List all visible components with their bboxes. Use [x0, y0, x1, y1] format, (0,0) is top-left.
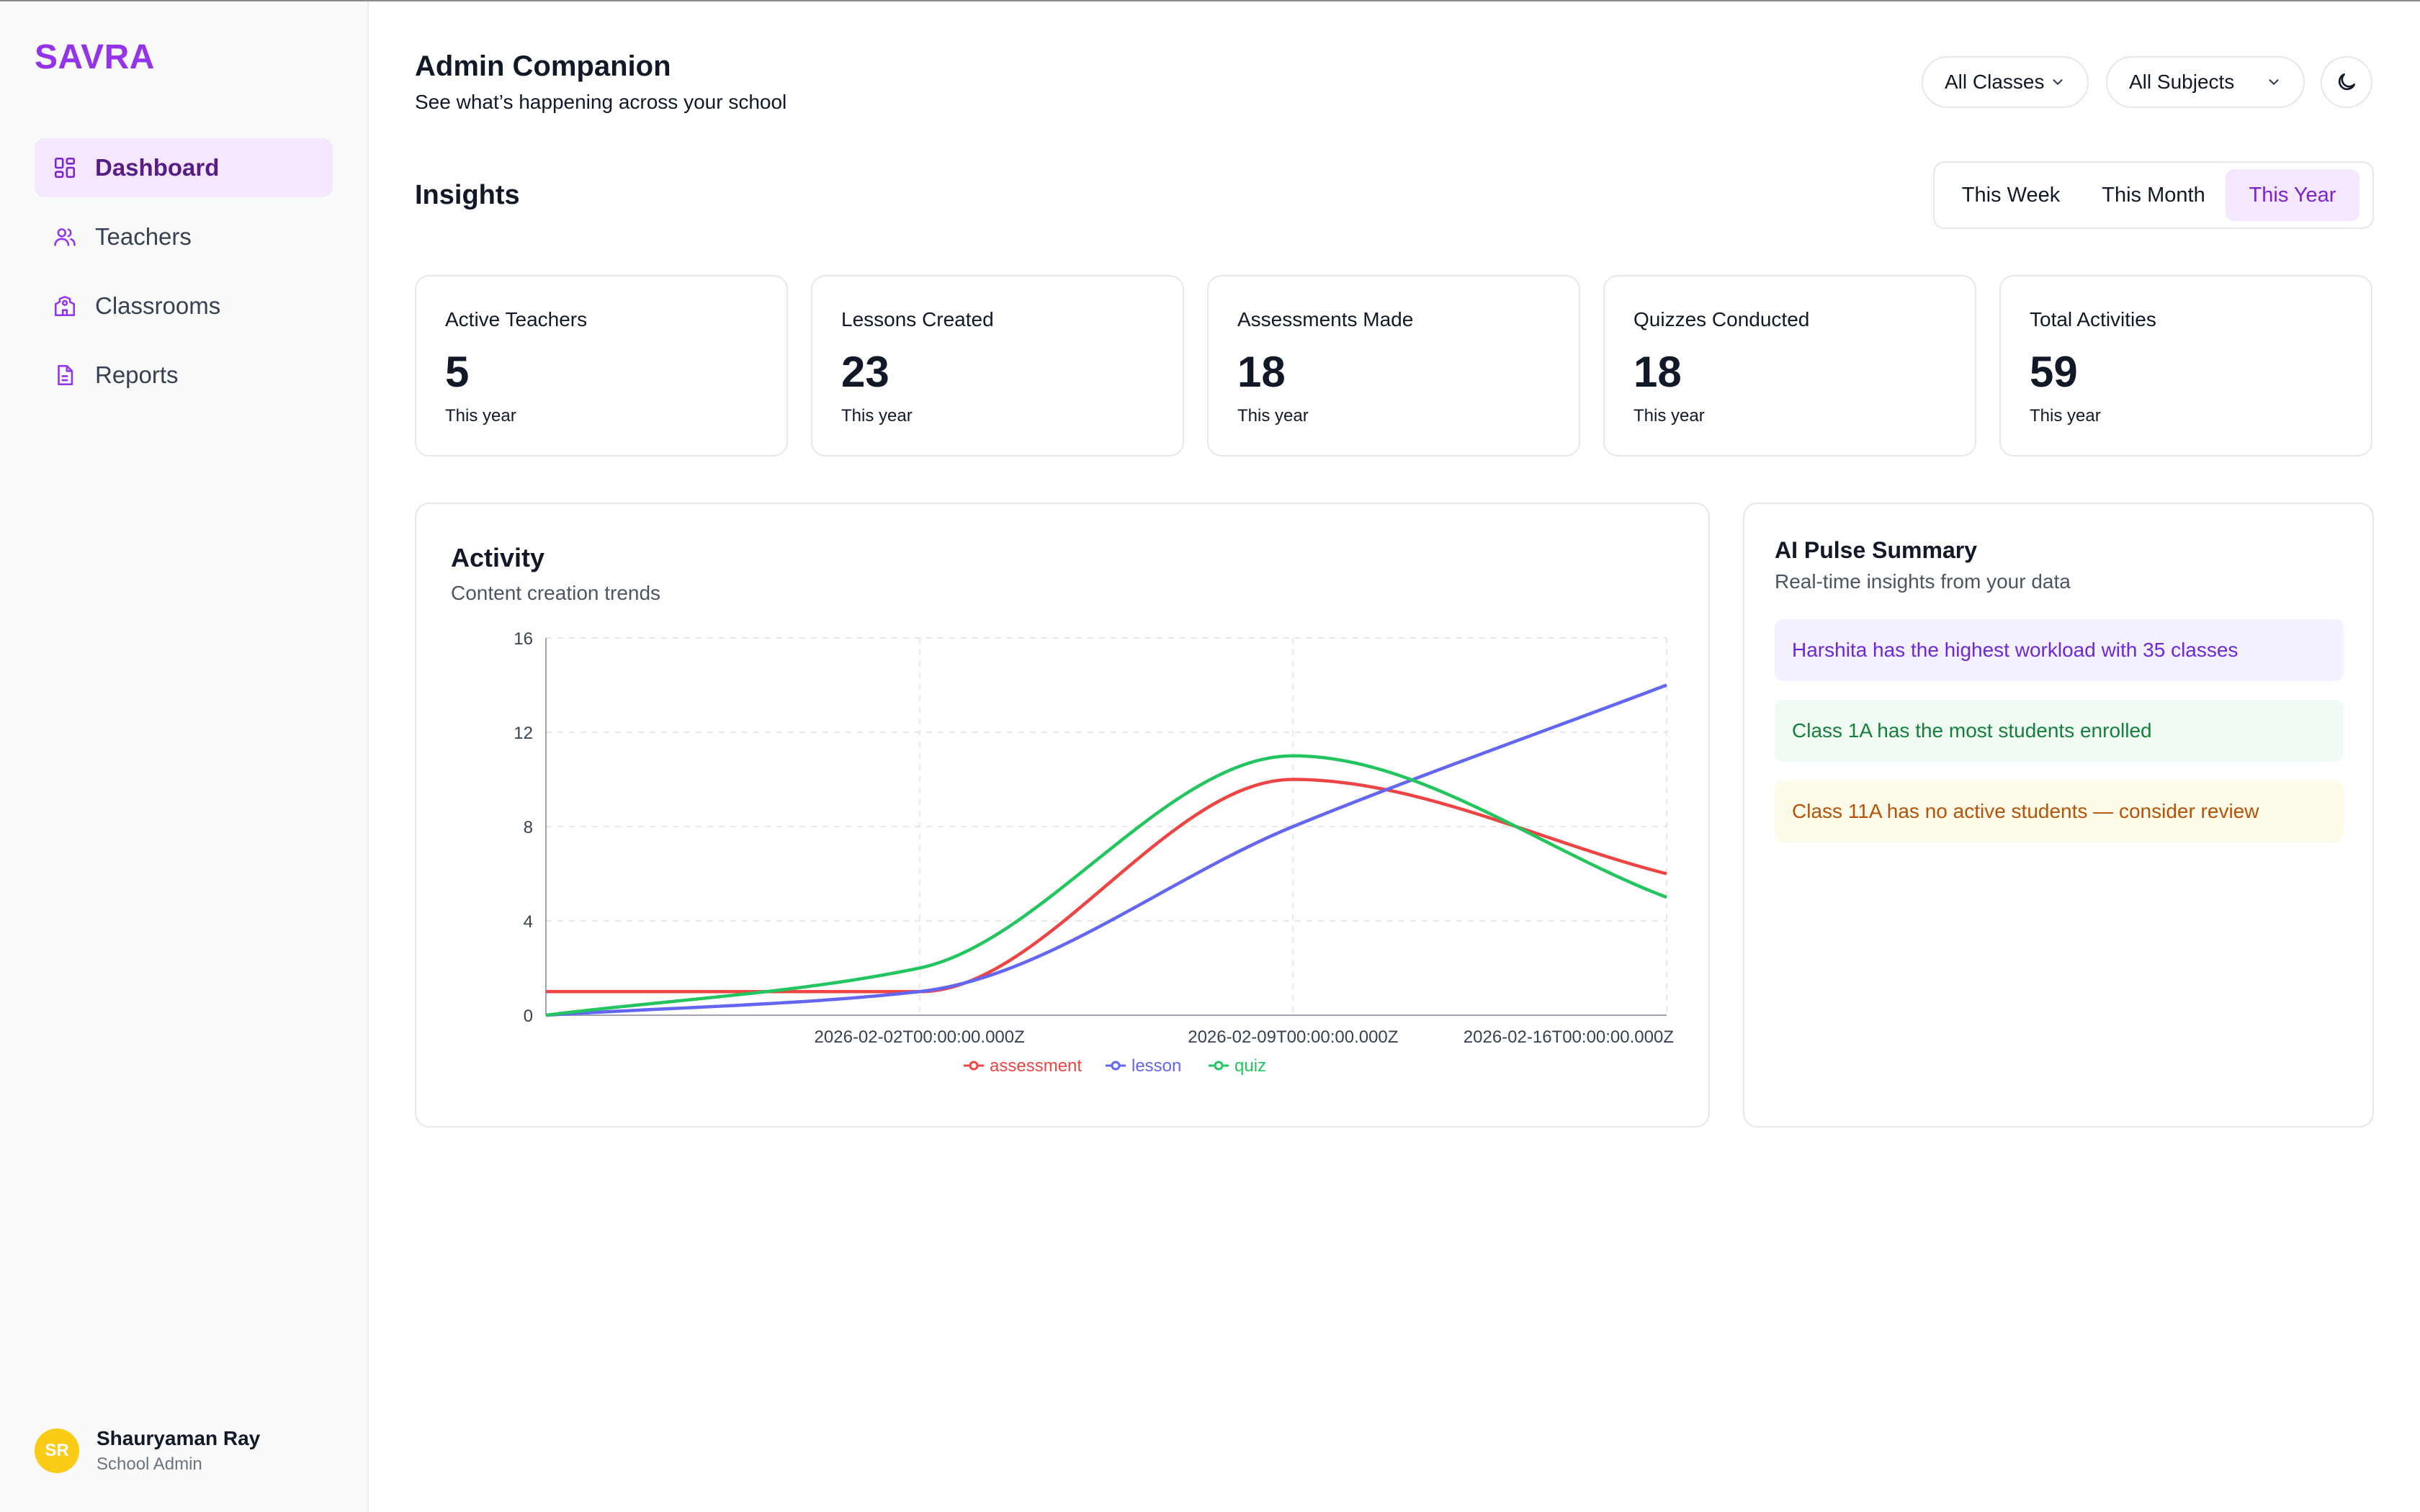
stat-label: Assessments Made	[1237, 308, 1414, 330]
sidebar-item-reports[interactable]: Reports	[35, 346, 333, 405]
legend-label: assessment	[990, 1056, 1082, 1076]
stat-period: This year	[1634, 406, 1705, 426]
legend-marker-quiz	[1214, 1061, 1224, 1071]
period-this-month[interactable]: This Month	[2102, 183, 2205, 207]
pulse-title: AI Pulse Summary	[1775, 537, 1977, 563]
stat-card-total-activities: Total Activities 59 This year	[1999, 275, 2372, 456]
y-tick-label: 12	[514, 724, 533, 743]
series-line-assessment	[546, 778, 1667, 994]
subject-filter-select[interactable]: All Subjects	[2106, 56, 2305, 108]
user-name: Shauryaman Ray	[97, 1427, 261, 1449]
theme-toggle-button[interactable]	[2321, 56, 2372, 108]
y-tick-label: 0	[524, 1007, 533, 1026]
ai-pulse-card: AI Pulse Summary Real-time insights from…	[1743, 503, 2374, 1128]
class-filter-select[interactable]: All Classes	[1922, 56, 2089, 108]
period-this-year[interactable]: This Year	[2226, 169, 2360, 221]
app-logo[interactable]: SAVRA	[35, 38, 155, 76]
stat-value: 23	[841, 348, 889, 396]
stat-label: Total Activities	[2030, 308, 2156, 330]
activity-card: 0 4 8 12 16 2026-02-02T00:00:00.000Z 2026-02-0…	[415, 503, 1710, 1128]
x-tick-label: 2026-02-16T00:00:00.000Z	[1464, 1027, 1674, 1047]
legend-marker-assessment	[969, 1061, 979, 1071]
school-icon	[52, 293, 78, 319]
legend-label: quiz	[1234, 1056, 1266, 1076]
y-tick-label: 16	[514, 629, 533, 649]
sidebar-item-label: Teachers	[95, 223, 192, 250]
chevron-down-icon	[2269, 79, 2279, 86]
activity-subtitle: Content creation trends	[451, 582, 661, 604]
sidebar-item-label: Dashboard	[95, 154, 220, 181]
document-icon	[52, 362, 78, 388]
page-subtitle: See what’s happening across your school	[415, 91, 787, 113]
stat-label: Quizzes Conducted	[1634, 308, 1810, 330]
stat-value: 5	[445, 348, 470, 396]
activity-title: Activity	[451, 543, 545, 572]
y-tick-label: 4	[524, 912, 533, 932]
chevron-down-icon	[2053, 79, 2063, 86]
series-line-lesson	[545, 683, 1667, 1017]
users-icon	[52, 224, 78, 250]
sidebar-item-dashboard[interactable]: Dashboard	[35, 138, 333, 197]
grid-icon	[52, 155, 78, 181]
stat-period: This year	[2030, 406, 2101, 426]
stat-value: 59	[2030, 348, 2078, 396]
stat-period: This year	[841, 406, 913, 426]
sidebar-item-label: Reports	[95, 361, 179, 388]
subject-filter-value: All Subjects	[2129, 71, 2235, 93]
stat-card-active-teachers: Active Teachers 5 This year	[415, 275, 788, 456]
pulse-insight-item: Class 11A has no active students — consi…	[1775, 780, 2344, 842]
period-switcher: This Week This Month This Year	[1933, 161, 2374, 229]
stat-value: 18	[1237, 348, 1286, 396]
avatar: SR	[35, 1428, 79, 1473]
legend-label: lesson	[1131, 1056, 1181, 1076]
stat-label: Lessons Created	[841, 308, 994, 330]
stat-period: This year	[1237, 406, 1309, 426]
stat-label: Active Teachers	[445, 308, 588, 330]
pulse-subtitle: Real-time insights from your data	[1775, 570, 2071, 593]
x-tick-label: 2026-02-02T00:00:00.000Z	[815, 1027, 1025, 1047]
stat-card-lessons-created: Lessons Created 23 This year	[811, 275, 1184, 456]
sidebar-item-teachers[interactable]: Teachers	[35, 207, 333, 266]
series-line-quiz	[545, 754, 1667, 1017]
sidebar: SAVRA Dashboard Teachers	[0, 1, 369, 1512]
legend-marker-lesson	[1111, 1061, 1121, 1071]
sidebar-item-label: Classrooms	[95, 292, 221, 319]
x-tick-label: 2026-02-09T00:00:00.000Z	[1188, 1027, 1398, 1047]
activity-line-chart: 0 4 8 12 16 2026-02-02T00:00:00.000Z 2026-02-0…	[514, 629, 1674, 1076]
sidebar-nav: Dashboard Teachers Classrooms	[35, 138, 333, 415]
user-role: School Admin	[97, 1454, 202, 1474]
pulse-insight-item: Class 1A has the most students enrolled	[1775, 700, 2344, 762]
stat-card-quizzes-conducted: Quizzes Conducted 18 This year	[1603, 275, 1976, 456]
sidebar-item-classrooms[interactable]: Classrooms	[35, 276, 333, 336]
pulse-insight-item: Harshita has the highest workload with 3…	[1775, 619, 2344, 681]
stat-period: This year	[445, 406, 516, 426]
class-filter-value: All Classes	[1945, 71, 2045, 93]
y-tick-label: 8	[524, 818, 533, 837]
page-title: Admin Companion	[415, 50, 671, 82]
insights-title: Insights	[415, 180, 520, 210]
stat-card-assessments-made: Assessments Made 18 This year	[1207, 275, 1580, 456]
moon-icon	[2338, 73, 2355, 91]
period-this-week[interactable]: This Week	[1961, 183, 2061, 207]
user-profile[interactable]: SR Shauryaman Ray School Admin	[35, 1427, 260, 1475]
stat-value: 18	[1634, 348, 1682, 396]
